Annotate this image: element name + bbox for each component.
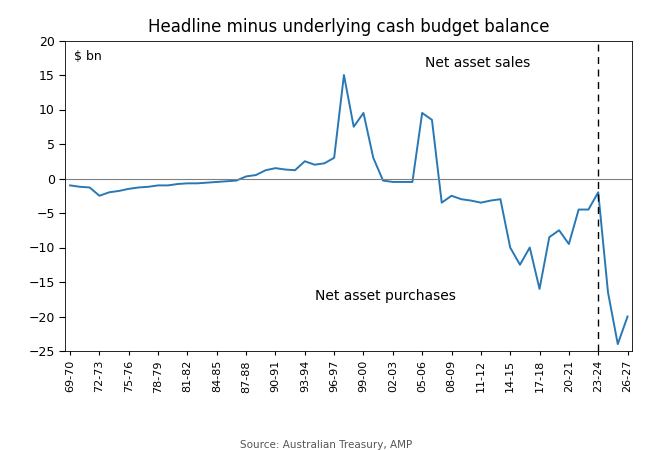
Text: $ bn: $ bn [74, 50, 102, 63]
Title: Headline minus underlying cash budget balance: Headline minus underlying cash budget ba… [148, 18, 550, 36]
Text: Net asset sales: Net asset sales [425, 56, 531, 70]
Text: Source: Australian Treasury, AMP: Source: Australian Treasury, AMP [240, 440, 412, 450]
Text: Net asset purchases: Net asset purchases [315, 289, 456, 303]
